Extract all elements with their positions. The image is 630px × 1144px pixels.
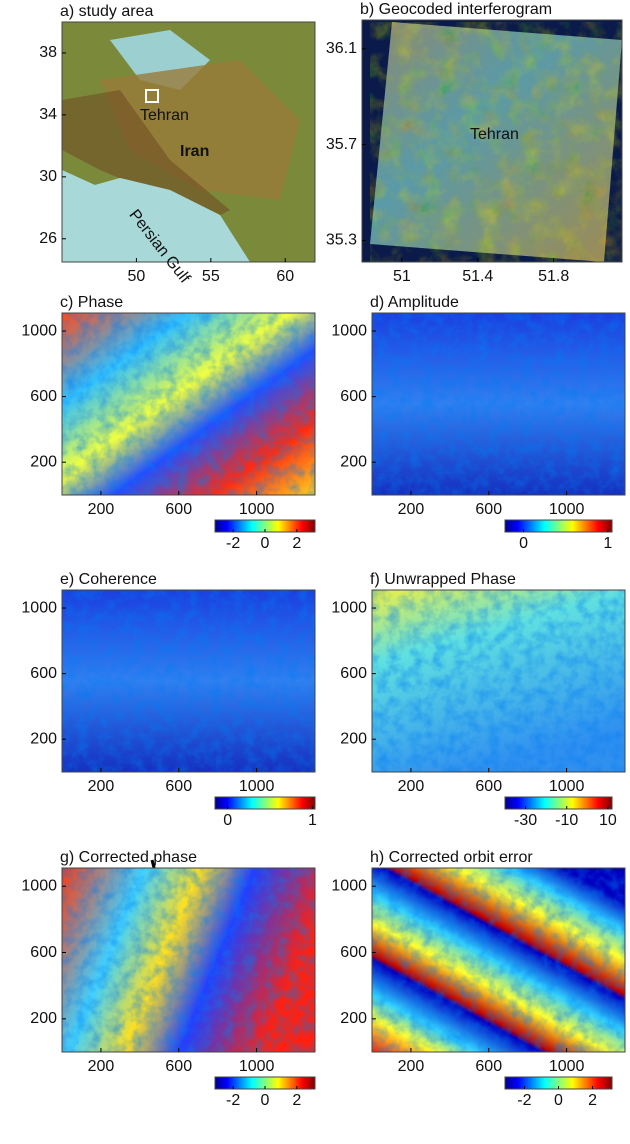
y-tick-label: 26: [39, 230, 57, 247]
y-tick-label: 1000: [21, 599, 57, 616]
x-tick-label: 1000: [239, 501, 275, 518]
label-tehran: Tehran: [470, 126, 519, 143]
y-tick-label: 200: [30, 730, 57, 747]
colorbar-tick-label: 0: [554, 1092, 563, 1109]
x-tick-label: 1000: [549, 1058, 585, 1075]
x-tick-label: 51: [393, 268, 411, 285]
x-tick-label: 51.8: [538, 268, 569, 285]
heatmap-texture: [62, 868, 315, 1052]
x-tick-label: 200: [398, 778, 425, 795]
y-tick-label: 600: [340, 388, 367, 405]
panel-images: [61, 19, 625, 1052]
y-tick-label: 600: [30, 665, 57, 682]
y-tick-label: 200: [340, 1010, 367, 1027]
panel-title: g) Corrected phase: [60, 849, 197, 866]
panel-title: d) Amplitude: [370, 294, 459, 311]
y-tick-label: 600: [340, 944, 367, 961]
plot-frame: [61, 589, 316, 773]
x-tick-label: 51.4: [462, 268, 493, 285]
x-tick-label: 600: [475, 778, 502, 795]
y-tick-label: 200: [340, 453, 367, 470]
y-tick-label: 38: [39, 44, 57, 61]
x-tick-label: 1000: [239, 1058, 275, 1075]
colorbar-tick-label: 1: [603, 535, 612, 552]
colorbar-tick-label: 2: [588, 1092, 597, 1109]
colorbar-tick-label: 0: [261, 1092, 270, 1109]
colorbar-tick-label: -30: [514, 812, 537, 829]
x-tick-label: 200: [398, 1058, 425, 1075]
y-tick-label: 200: [340, 730, 367, 747]
heatmap-texture: [372, 868, 625, 1052]
x-tick-label: 50: [128, 268, 146, 285]
heatmap-texture: [372, 590, 625, 772]
colorbar-tick-label: -2: [226, 1092, 240, 1109]
colorbar-tick-label: 2: [292, 535, 301, 552]
colorbar-tick-label: 2: [292, 1092, 301, 1109]
heatmap-texture: [62, 313, 315, 495]
panel-title: c) Phase: [60, 294, 123, 311]
colorbar: [504, 796, 613, 810]
colorbar-tick-label: -2: [517, 1092, 531, 1109]
y-tick-label: 1000: [331, 877, 367, 894]
panel-title: a) study area: [60, 3, 153, 20]
colorbar-tick-label: -10: [555, 812, 578, 829]
y-tick-label: 600: [30, 944, 57, 961]
colorbar: [504, 519, 613, 533]
y-tick-label: 1000: [21, 877, 57, 894]
y-tick-label: 600: [30, 388, 57, 405]
y-tick-label: 1000: [331, 322, 367, 339]
x-tick-label: 600: [475, 501, 502, 518]
label-iran: Iran: [180, 143, 209, 160]
panel-title: h) Corrected orbit error: [370, 849, 533, 866]
colorbar-tick-label: 10: [599, 812, 617, 829]
x-tick-label: 200: [88, 1058, 115, 1075]
x-tick-label: 1000: [549, 501, 585, 518]
x-tick-label: 55: [202, 268, 220, 285]
colorbar-tick-label: 0: [223, 812, 232, 829]
colorbar-tick-label: -2: [226, 535, 240, 552]
x-tick-label: 600: [165, 501, 192, 518]
y-tick-label: 35.3: [326, 232, 357, 249]
label-tehran: Tehran: [140, 107, 189, 124]
plot-frame: [371, 589, 626, 773]
x-tick-label: 200: [88, 501, 115, 518]
colorbar-tick-label: 1: [308, 812, 317, 829]
plot-frame: [371, 312, 626, 496]
x-tick-label: 60: [276, 268, 294, 285]
y-tick-label: 200: [30, 1010, 57, 1027]
y-tick-label: 1000: [331, 599, 367, 616]
plot-frame: [371, 867, 626, 1053]
panel-title: e) Coherence: [60, 571, 157, 588]
panel-title: b) Geocoded interferogram: [360, 1, 552, 18]
y-tick-label: 34: [39, 106, 57, 123]
colorbar-tick-label: 0: [261, 535, 270, 552]
plot-frame: [61, 867, 316, 1053]
y-tick-label: 1000: [21, 322, 57, 339]
y-tick-label: 200: [30, 453, 57, 470]
panel-title: f) Unwrapped Phase: [370, 571, 516, 588]
x-tick-label: 1000: [239, 778, 275, 795]
x-tick-label: 600: [165, 1058, 192, 1075]
heatmap-texture: [62, 590, 315, 772]
colorbar: [214, 796, 316, 810]
x-tick-label: 200: [398, 501, 425, 518]
x-tick-label: 1000: [549, 778, 585, 795]
y-tick-label: 30: [39, 168, 57, 185]
x-tick-label: 600: [165, 778, 192, 795]
y-tick-label: 36.1: [326, 40, 357, 57]
plot-frame: [61, 312, 316, 496]
y-tick-label: 600: [340, 665, 367, 682]
heatmap-texture: [372, 313, 625, 495]
y-tick-label: 35.7: [326, 136, 357, 153]
x-tick-label: 600: [475, 1058, 502, 1075]
colorbar-tick-label: 0: [519, 535, 528, 552]
x-tick-label: 200: [88, 778, 115, 795]
